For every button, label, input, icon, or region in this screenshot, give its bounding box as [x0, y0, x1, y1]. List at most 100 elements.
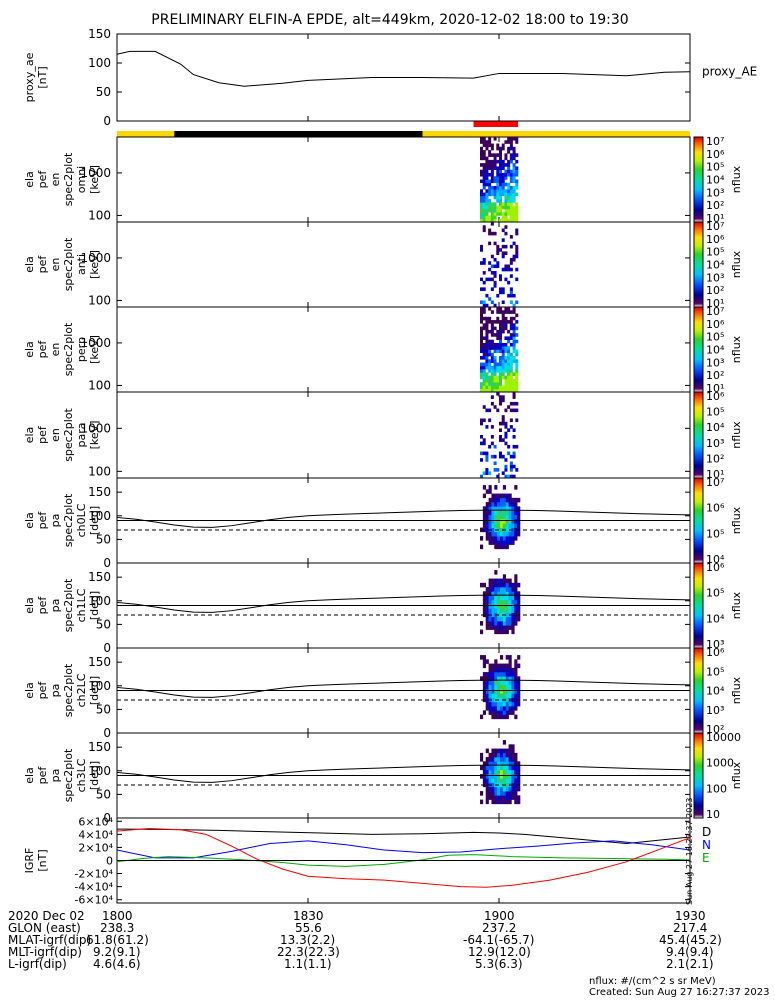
- spectrogram-cell: [490, 401, 494, 406]
- spectrogram-cell: [511, 599, 515, 605]
- spectrogram-cell: [496, 388, 500, 393]
- spectrogram-cell: [509, 146, 513, 151]
- spectrogram-cell: [517, 774, 521, 779]
- spectrogram-cell: [507, 339, 511, 344]
- spectrogram-cell: [511, 786, 515, 792]
- spectrogram-cell: [502, 497, 507, 503]
- colorbar-label: nflux: [730, 591, 743, 619]
- spectrogram-cell: [480, 365, 484, 370]
- spectrogram-cell: [509, 195, 513, 200]
- spectrogram-cell: [505, 761, 509, 766]
- spectrogram-cell: [504, 458, 508, 462]
- spectrogram-cell: [482, 143, 486, 148]
- spectrogram-cell: [509, 316, 513, 321]
- spectrogram-cell: [482, 346, 486, 350]
- y-axis-label-line: [deg]: [88, 506, 101, 535]
- spectrogram-cell: [485, 778, 489, 783]
- spectrogram-cell: [512, 218, 516, 223]
- colorbar: [693, 647, 704, 734]
- spectrogram-cell: [515, 137, 519, 141]
- spectrogram-cell: [485, 774, 489, 779]
- spectrogram-cell: [499, 218, 503, 223]
- spectrogram-cell: [485, 349, 489, 354]
- spectrogram-cell: [512, 192, 516, 197]
- spectrogram-cell: [504, 218, 508, 223]
- science-zone-bar: [473, 121, 519, 127]
- spectrogram-cell: [488, 761, 492, 766]
- spectrogram-cell: [499, 277, 503, 282]
- spectrogram-cell: [508, 676, 512, 681]
- spectrogram-cell: [502, 625, 507, 630]
- panel-en_perp: ela pef en spec2plot perp [keV]100100010¹10²1…: [23, 305, 743, 395]
- spectrogram-cell: [496, 342, 500, 347]
- spectrogram-cell: [515, 208, 519, 213]
- y-axis-label-line: proxy_ae: [23, 52, 36, 102]
- spectrogram-cell: [505, 689, 509, 694]
- spectrogram-cell: [480, 212, 484, 216]
- spectrogram-cell: [488, 346, 492, 350]
- spectrogram-cell: [480, 388, 484, 393]
- y-axis-label-line: [keV]: [88, 335, 101, 364]
- igrf-series-line: [116, 828, 691, 845]
- spectrogram-cell: [494, 676, 498, 681]
- spectrogram-cell: [501, 228, 505, 233]
- spectrogram-cell: [517, 531, 521, 537]
- spectrogram-cell: [514, 582, 518, 588]
- spectrogram-cell: [494, 506, 498, 511]
- spectrogram-cell: [488, 582, 492, 588]
- spectrogram-cell: [485, 365, 489, 370]
- spectrogram-cell: [501, 356, 505, 360]
- spectrogram-cell: [505, 701, 509, 707]
- spectrogram-cell: [482, 326, 486, 331]
- spectrogram-cell: [508, 519, 512, 524]
- spectrogram-cell: [499, 195, 503, 200]
- spectrogram-cell: [491, 540, 495, 545]
- colorbar-tick-label: 10⁵: [706, 331, 724, 344]
- spectrogram-cell: [505, 791, 509, 796]
- spectrogram-cell: [488, 485, 492, 490]
- spectrogram-cell: [497, 591, 501, 596]
- spectrogram-cell: [480, 629, 484, 635]
- spectrogram-cell: [497, 493, 501, 499]
- spectrogram-cell: [512, 241, 516, 246]
- spectrogram-cell: [488, 208, 492, 213]
- y-axis-label-line: para: [75, 423, 88, 448]
- spectrogram-cell: [482, 280, 486, 285]
- spectrogram-cell: [509, 235, 513, 239]
- y-tick-label: 4×10⁴: [78, 828, 113, 841]
- spectrogram-cell: [482, 166, 486, 170]
- spectrogram-cell: [482, 710, 487, 715]
- spectrogram-cell: [482, 595, 487, 601]
- spectrogram-cell: [496, 251, 500, 255]
- spectrogram-cell: [496, 176, 500, 180]
- spectrogram-cell: [488, 297, 492, 301]
- spectrogram-cell: [514, 706, 518, 711]
- spectrogram-cell: [500, 714, 504, 720]
- spectrogram-cell: [488, 241, 492, 246]
- colorbar-tick-label: 10⁴: [706, 344, 725, 357]
- spectrogram-cell: [485, 382, 489, 386]
- spectrogram-cell: [497, 629, 501, 635]
- spectrogram-cell: [488, 489, 492, 494]
- colorbar-tick-label: 10²: [706, 723, 724, 736]
- spectrogram-cell: [491, 578, 495, 584]
- spectrogram-cell: [485, 612, 489, 618]
- spectrogram-cell: [482, 761, 487, 766]
- spectrogram-cell: [508, 655, 512, 660]
- spectrogram-cell: [501, 166, 505, 170]
- spectrogram-cell: [485, 323, 489, 327]
- y-axis-label-line: ela: [23, 256, 36, 273]
- spectrogram-cell: [485, 468, 489, 472]
- spectrogram-cell: [507, 150, 511, 154]
- spectrogram-cell: [480, 582, 484, 588]
- spectrogram-cell: [502, 706, 507, 711]
- spectrogram-cell: [514, 578, 518, 584]
- spectrogram-cell: [488, 604, 492, 609]
- spectrogram-cell: [511, 527, 515, 533]
- spectrogram-cell: [480, 752, 484, 758]
- spectrogram-cell: [517, 514, 521, 520]
- spectrogram-cell: [488, 408, 492, 413]
- spectrogram-cell: [512, 156, 516, 161]
- spectrogram-cell: [512, 339, 516, 344]
